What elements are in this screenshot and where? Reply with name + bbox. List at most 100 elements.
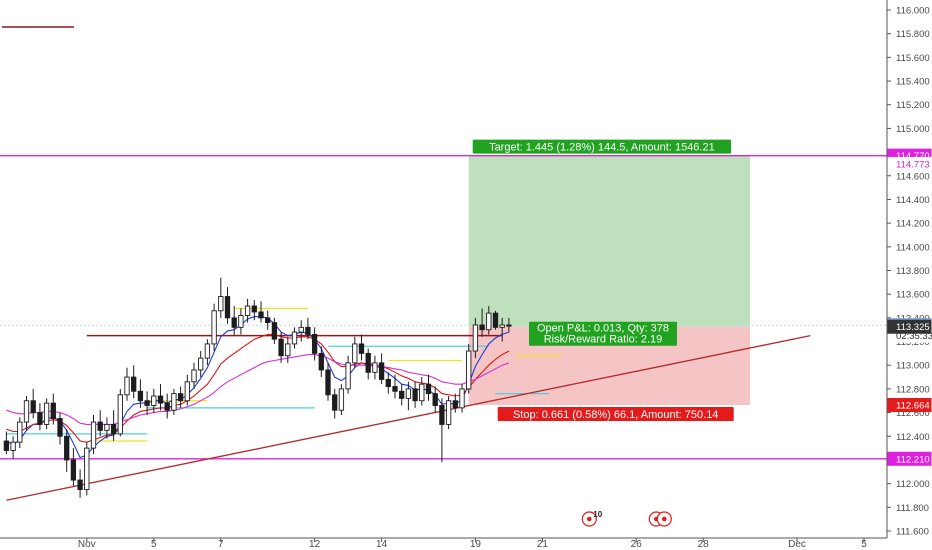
price-tick-label: 112.000 [896,479,930,490]
candle [305,317,311,340]
price-tag: 114.773 [887,156,932,171]
candle-body [64,435,70,461]
event-marker [648,511,672,527]
candle [378,353,385,385]
time-tick-label: 7 [218,539,224,550]
price-tick-label: 114.000 [896,242,930,253]
price-tick-label: 114.400 [896,195,930,206]
candle-body [124,376,130,396]
price-tick-label: 112.600 [896,408,930,419]
candle-body [419,383,425,402]
target-label-box [472,139,732,154]
candle [23,396,30,431]
candle [506,317,512,333]
pnl-label-line-1: Open P&L: 0.013, Qty: 378 [537,323,669,335]
candle-body [218,296,224,312]
price-tag-label: 112.210 [896,454,930,465]
candle-body [224,296,231,319]
event-marker: 10 [581,510,603,527]
price-tag-label: 112.664 [896,401,930,412]
profit-zone [468,155,751,327]
event-marker-dot [587,516,592,522]
time-tick-label: Nov [78,539,96,550]
candle [177,386,184,408]
candle-body [151,395,157,406]
event-marker-dot [662,516,667,522]
candle-body [432,393,438,406]
candle-body [425,383,432,395]
candle-body [311,333,318,354]
candle-body [298,326,304,333]
candle [238,308,244,335]
candle-body [271,322,278,340]
candle [104,417,110,439]
time-tick-label: 26 [631,539,643,550]
candle [432,386,438,413]
candle [131,365,137,399]
candle-body [231,317,237,328]
event-marker-count: 10 [593,510,602,519]
candle [479,308,485,337]
candle-body [110,423,117,435]
candle-body [492,312,499,328]
candle-body [90,421,97,449]
candle [452,393,458,413]
candle [184,374,190,406]
moving-average-line [6,316,510,459]
candle [144,391,150,415]
candle [285,336,291,363]
time-tick-label: 28 [698,539,710,550]
candle-body [479,324,485,331]
price-tick-label: 114.200 [896,219,930,230]
candle-body [117,394,123,435]
price-tag-label: 114.773 [896,159,930,170]
candle-body [472,324,479,352]
time-tick-label: 5 [861,539,867,550]
candle [271,317,278,344]
candle-body [385,378,391,387]
candle-body [77,479,83,491]
candle-body [452,400,458,409]
candle-body [258,311,264,319]
candle-body [157,395,164,404]
candle-body [171,393,177,411]
candle-body [352,343,358,364]
candle [10,436,16,459]
candle-body [211,310,217,345]
candle [412,381,418,408]
candle [50,393,56,425]
candle-body [399,390,405,399]
candle [258,301,264,323]
pnl-label-box [529,321,677,346]
moving-average-line [6,333,510,443]
candle [198,351,204,378]
price-tick-label: 112.800 [896,384,930,395]
candle [445,396,452,430]
candle-body [177,393,184,402]
candle-body [37,412,43,425]
candle [318,346,324,378]
candle [77,469,83,498]
stop-label: Stop: 0.661 (0.58%) 66.1, Amount: 750.14 [497,407,734,422]
candle [419,377,425,406]
price-tick-label: 115.000 [896,124,930,135]
price-tick-label: 113.000 [896,361,930,372]
candle [345,355,351,394]
candle [244,298,251,323]
candle-body [358,343,365,354]
candle [425,374,432,401]
candle-body [265,317,271,324]
candle-body [285,343,291,357]
candle [399,384,405,406]
price-tag-box [887,398,932,413]
candle [311,327,318,361]
candle [385,372,391,394]
candle-body [291,331,298,345]
candle [224,287,231,324]
price-tick-label: 114.600 [896,171,930,182]
candle-body [332,394,338,411]
candle-body [412,388,418,402]
